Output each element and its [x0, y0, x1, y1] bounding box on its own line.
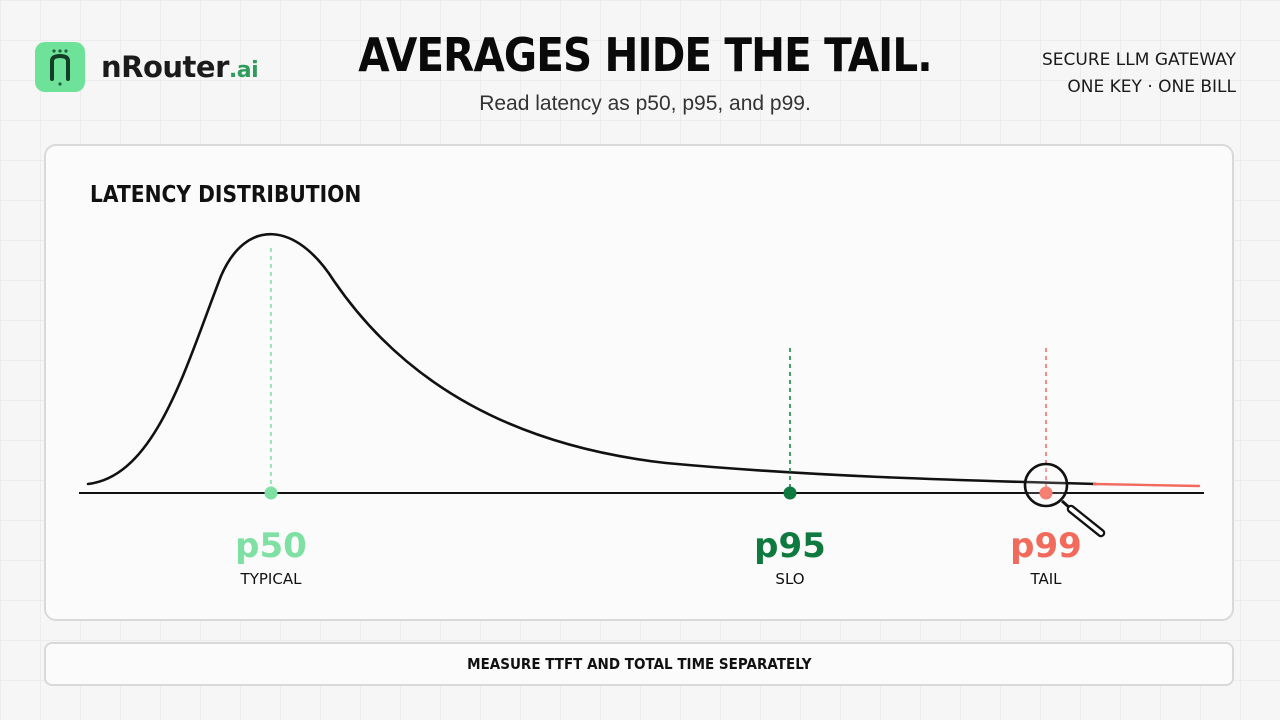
footer-text: MEASURE TTFT AND TOTAL TIME SEPARATELY — [466, 655, 812, 673]
chart-title: LATENCY DISTRIBUTION — [90, 182, 362, 208]
brand-name-suffix: .ai — [228, 58, 259, 83]
tagline-line-2: ONE KEY · ONE BILL — [1067, 77, 1236, 97]
p50-caption: TYPICAL — [240, 570, 303, 588]
brand-name: nRouter.ai — [101, 50, 259, 84]
magnifier-handle-inner — [1069, 507, 1103, 535]
p99-point — [1039, 486, 1053, 500]
brand-logo: nRouter.ai — [35, 42, 259, 92]
tagline: SECURE LLM GATEWAY ONE KEY · ONE BILL — [1042, 47, 1236, 101]
brand-name-main: nRouter — [101, 50, 229, 84]
p50-label: p50 — [235, 526, 307, 566]
magnifier-icon — [1023, 462, 1069, 508]
distribution-curve — [86, 232, 1098, 486]
latency-chart: p50 TYPICAL p95 SLO p99 TAIL — [79, 232, 1204, 588]
router-icon — [35, 42, 85, 92]
p95-point — [783, 486, 797, 500]
page-title: AVERAGES HIDE THE TAIL. — [358, 28, 932, 82]
p50-point — [264, 486, 278, 500]
p95-label: p95 — [754, 526, 826, 566]
p99-caption: TAIL — [1029, 570, 1062, 588]
p95-caption: SLO — [775, 570, 804, 588]
tagline-line-1: SECURE LLM GATEWAY — [1042, 50, 1236, 70]
tail-highlight — [1092, 482, 1201, 488]
page-subtitle: Read latency as p50, p95, and p99. — [479, 92, 811, 115]
chart-card: LATENCY DISTRIBUTION p50 TYPICAL p95 SLO p99… — [44, 144, 1234, 621]
footer-banner: MEASURE TTFT AND TOTAL TIME SEPARATELY — [44, 642, 1234, 686]
p99-label: p99 — [1010, 526, 1082, 566]
